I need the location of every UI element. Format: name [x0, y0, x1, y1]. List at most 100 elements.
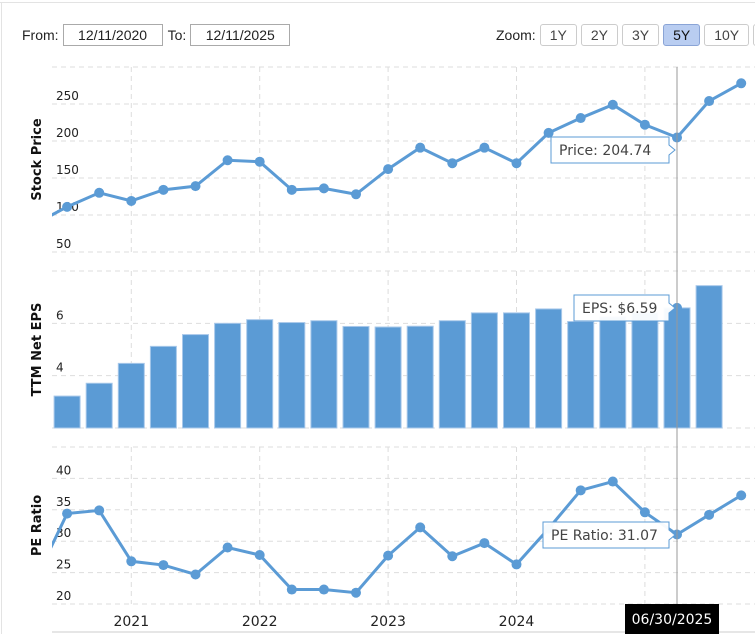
- tooltip-text: Price: 204.74: [559, 143, 651, 159]
- eps-bar[interactable]: [631, 312, 659, 429]
- from-date-input[interactable]: [62, 24, 163, 46]
- data-point[interactable]: [158, 560, 169, 571]
- data-point[interactable]: [447, 158, 458, 169]
- eps-bar[interactable]: [470, 312, 498, 429]
- y-tick-label: 4: [56, 361, 64, 375]
- data-point[interactable]: [318, 584, 329, 595]
- eps-bar[interactable]: [85, 382, 113, 429]
- y-tick-label: 150: [56, 163, 79, 177]
- eps-bar[interactable]: [246, 319, 274, 429]
- to-label: To:: [167, 27, 187, 43]
- data-point[interactable]: [222, 542, 233, 553]
- data-point[interactable]: [158, 184, 169, 195]
- zoom-5y-button[interactable]: 5Y: [663, 24, 701, 46]
- data-point[interactable]: [607, 476, 618, 487]
- data-point[interactable]: [190, 569, 201, 580]
- tooltip: EPS: $6.59: [573, 294, 676, 322]
- y-tick-label: 25: [56, 558, 71, 572]
- data-point[interactable]: [736, 490, 747, 501]
- tooltip-text: EPS: $6.59: [582, 301, 657, 317]
- eps-bar[interactable]: [278, 322, 306, 429]
- data-point[interactable]: [318, 183, 329, 194]
- eps-bar[interactable]: [53, 395, 81, 429]
- data-point[interactable]: [511, 559, 522, 570]
- from-label: From:: [22, 27, 59, 43]
- zoom-more-button[interactable]: [753, 24, 755, 46]
- data-point[interactable]: [479, 142, 490, 153]
- data-point[interactable]: [543, 127, 554, 138]
- data-point[interactable]: [383, 550, 394, 561]
- zoom-1y-button[interactable]: 1Y: [539, 24, 577, 46]
- data-point[interactable]: [126, 195, 137, 206]
- x-tick-label: 2022: [242, 614, 278, 630]
- data-point[interactable]: [254, 550, 265, 561]
- data-point[interactable]: [222, 155, 233, 166]
- zoom-3y-button[interactable]: 3Y: [621, 24, 660, 46]
- data-point[interactable]: [94, 187, 105, 198]
- tooltip-text: PE Ratio: 31.07: [551, 528, 658, 544]
- crosshair-date-label: 06/30/2025: [625, 604, 719, 634]
- data-point[interactable]: [479, 538, 490, 549]
- data-point[interactable]: [254, 156, 265, 167]
- eps-bar[interactable]: [535, 308, 563, 429]
- data-point[interactable]: [736, 78, 747, 89]
- eps-bar[interactable]: [406, 325, 434, 429]
- data-point[interactable]: [62, 508, 73, 519]
- y-tick-label: 6: [56, 308, 64, 322]
- eps-bar[interactable]: [182, 334, 209, 429]
- eps-bar[interactable]: [695, 285, 723, 429]
- data-point[interactable]: [30, 219, 40, 229]
- data-point[interactable]: [639, 119, 650, 130]
- data-point[interactable]: [704, 509, 715, 520]
- data-point[interactable]: [575, 113, 586, 124]
- eps-bar[interactable]: [599, 316, 627, 429]
- eps-bar[interactable]: [567, 321, 595, 429]
- data-point[interactable]: [126, 556, 137, 567]
- data-point[interactable]: [94, 505, 105, 516]
- data-point[interactable]: [286, 184, 297, 195]
- y-axis-title: Stock Price: [30, 118, 45, 200]
- y-tick-label: 250: [56, 89, 79, 103]
- eps-bar[interactable]: [374, 326, 402, 429]
- x-tick-label: 2023: [370, 614, 406, 630]
- data-point[interactable]: [704, 96, 715, 107]
- data-point[interactable]: [62, 201, 73, 212]
- data-point[interactable]: [575, 485, 586, 496]
- zoom-2y-button[interactable]: 2Y: [580, 24, 618, 46]
- data-point[interactable]: [607, 99, 618, 110]
- data-point[interactable]: [286, 584, 297, 595]
- data-point[interactable]: [639, 507, 650, 518]
- data-point[interactable]: [383, 164, 394, 175]
- data-point[interactable]: [190, 181, 201, 192]
- data-point[interactable]: [511, 158, 522, 169]
- date-range-controls: From: To:: [22, 24, 295, 46]
- data-point[interactable]: [415, 522, 426, 533]
- data-point[interactable]: [447, 551, 458, 562]
- y-tick-label: 20: [56, 589, 71, 603]
- y-axis-title: TTM Net EPS: [30, 303, 45, 397]
- frame-border-left: [1, 2, 2, 634]
- eps-bar[interactable]: [149, 345, 177, 429]
- eps-bar[interactable]: [503, 312, 530, 429]
- y-axis-title: PE Ratio: [30, 495, 45, 556]
- y-tick-label: 50: [56, 237, 71, 251]
- eps-bar[interactable]: [214, 322, 242, 429]
- data-point[interactable]: [351, 587, 361, 598]
- eps-bar[interactable]: [117, 362, 145, 429]
- eps-bar[interactable]: [342, 325, 370, 429]
- data-point[interactable]: [30, 576, 40, 586]
- zoom-controls: Zoom: 1Y 2Y 3Y 5Y 10Y: [496, 24, 755, 46]
- zoom-10y-button[interactable]: 10Y: [704, 24, 750, 46]
- data-point[interactable]: [351, 189, 361, 200]
- eps-bar[interactable]: [310, 320, 338, 429]
- eps-bar[interactable]: [438, 320, 466, 429]
- data-point[interactable]: [415, 142, 426, 153]
- y-tick-label: 40: [56, 463, 71, 477]
- y-tick-label: 200: [56, 126, 79, 140]
- frame-border-top: [0, 2, 755, 3]
- crosshair-date-text: 06/30/2025: [632, 612, 713, 628]
- to-date-input[interactable]: [190, 24, 291, 46]
